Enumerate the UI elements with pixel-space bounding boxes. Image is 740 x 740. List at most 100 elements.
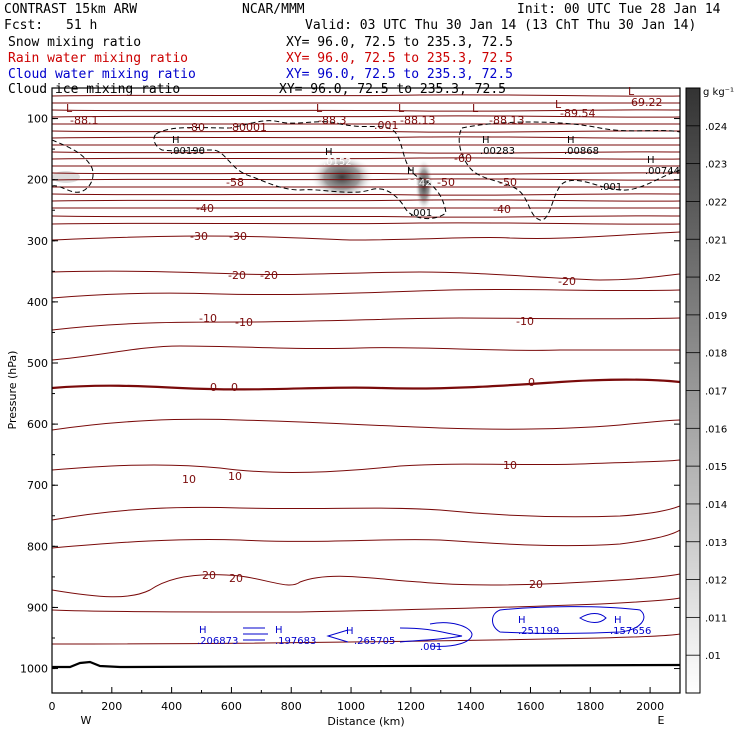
cloud-water-value: .251199: [518, 626, 559, 637]
temp-contour: [52, 178, 680, 181]
colorbar-label: .014: [705, 500, 727, 511]
cloud-water-value: .265705: [354, 636, 395, 647]
colorbar-label: .023: [705, 160, 727, 171]
temp-contour: [52, 573, 680, 598]
temp-label: -58: [226, 176, 244, 189]
x-tick-label: 1200: [397, 700, 425, 713]
snow-shading-narrow: [415, 159, 433, 211]
plot-frame: [51, 87, 681, 694]
x-tick-label: 800: [281, 700, 302, 713]
legend-rain-label: Rain water mixing ratio: [8, 51, 188, 66]
colorbar-unit: g kg⁻¹: [703, 87, 734, 98]
temp-contour: [52, 633, 680, 645]
cloud-ice-contour-3: [52, 139, 94, 193]
temp-contour: [52, 317, 680, 331]
low-marker: L: [628, 85, 635, 98]
low-marker: L: [398, 102, 405, 115]
temp-contour: [52, 529, 680, 549]
x-tick-label: 600: [221, 700, 242, 713]
temp-label: -50: [499, 176, 517, 189]
low-marker: L: [316, 102, 323, 115]
temp-label: 0: [210, 381, 217, 394]
legend-cloud-ice-xy: XY= 96.0, 72.5 to 235.3, 72.5: [279, 82, 506, 97]
temp-label: -80: [187, 121, 205, 134]
temp-contour: [52, 222, 680, 225]
colorbar-label: .01: [705, 651, 721, 662]
y-tick-label: 200: [27, 174, 48, 187]
temp-label: -80001: [228, 121, 267, 134]
high-marker: H: [567, 135, 575, 146]
cloud-water-value: .206873: [197, 636, 238, 647]
y-tick-label: 800: [27, 540, 48, 553]
field-value: .00744: [645, 166, 680, 177]
temp-label: -88.13: [400, 114, 435, 127]
temp-label: -10: [516, 315, 534, 328]
temp-label: -20: [260, 269, 278, 282]
colorbar: g kg⁻¹ .024 .023 .022 .021 .02 .019 .018 .017 .0…: [685, 87, 734, 694]
temp-label: .001: [374, 119, 399, 132]
west-label: W: [81, 714, 92, 727]
temp-contour: [52, 109, 680, 112]
cloud-water-marker: H: [275, 625, 283, 636]
plot-area: [52, 94, 680, 669]
legend-cloud-water-xy: XY= 96.0, 72.5 to 235.3, 72.5: [286, 67, 513, 82]
temp-label: 10: [503, 459, 517, 472]
cloud-ice-contour-1: [153, 120, 447, 220]
cloud-water-marker: H: [199, 625, 207, 636]
colorbar-label: .022: [705, 197, 727, 208]
zero-isotherm: [52, 378, 680, 391]
temp-label: -88.1: [70, 114, 98, 127]
temp-label: -88.13: [489, 114, 524, 127]
colorbar-label: .012: [705, 576, 727, 587]
colorbar-label: .018: [705, 349, 727, 360]
temp-contour: [52, 459, 680, 473]
x-tick-label: 0: [49, 700, 56, 713]
org-label: NCAR/MMM: [242, 2, 305, 17]
temp-label: 10: [182, 473, 196, 486]
field-value: .00283: [480, 146, 515, 157]
high-marker: H: [482, 135, 490, 146]
high-marker: H: [325, 147, 333, 158]
temp-contour: [52, 597, 680, 613]
y-axis-title: Pressure (hPa): [6, 351, 19, 430]
x-tick-label: 1400: [457, 700, 485, 713]
field-value: .001: [600, 182, 622, 193]
high-marker: H: [407, 166, 415, 177]
x-axis: 0 200 400 600 800 1000 1200 1400 1600 1800 2000: [49, 687, 681, 713]
temp-label: -10: [199, 312, 217, 325]
colorbar-label: .016: [705, 424, 727, 435]
temp-contour: [52, 151, 680, 154]
terrain-line: [52, 660, 680, 669]
legend-cloud-water-label: Cloud water mixing ratio: [8, 67, 196, 82]
temp-contour: [52, 136, 680, 139]
temp-contour: [52, 193, 680, 196]
y-tick-label: 100: [27, 113, 48, 126]
temp-label: 20: [229, 572, 243, 585]
temp-label: 20: [529, 578, 543, 591]
temp-label: 10: [228, 470, 242, 483]
temp-label: 20: [202, 569, 216, 582]
field-value: .0142: [403, 178, 432, 189]
temp-contour: [52, 288, 680, 299]
temp-label: -20: [558, 275, 576, 288]
y-tick-label: 1000: [20, 663, 48, 676]
y-tick-label: 900: [27, 601, 48, 614]
temp-label: -50: [437, 176, 455, 189]
colorbar-label: .024: [705, 122, 727, 133]
y-tick-label: 600: [27, 418, 48, 431]
y-tick-label: 400: [27, 296, 48, 309]
temp-label: -69.22: [627, 96, 662, 109]
cloud-ice-contour-2: [458, 121, 680, 221]
temp-contour: [52, 115, 680, 118]
cloud-water-marker: H: [614, 615, 622, 626]
x-tick-label: 2000: [636, 700, 664, 713]
cloud-water-value: .197683: [275, 636, 316, 647]
init-time: Init: 00 UTC Tue 28 Jan 14: [517, 2, 721, 17]
colorbar-label: .011: [705, 613, 727, 624]
temp-contour: [52, 130, 680, 133]
low-marker: L: [555, 98, 562, 111]
east-label: E: [658, 714, 665, 727]
y-tick-label: 300: [27, 235, 48, 248]
temp-label: 0: [528, 376, 535, 389]
high-marker: H: [647, 155, 655, 166]
